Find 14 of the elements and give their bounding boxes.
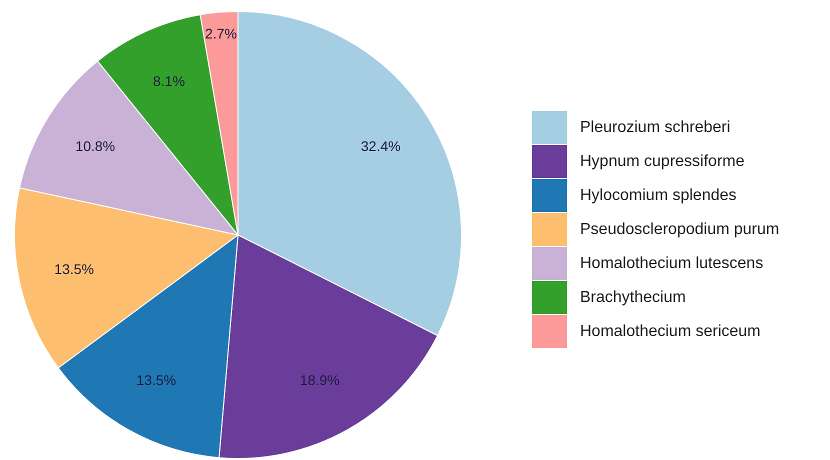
data-label: 10.8% [75,138,116,154]
data-label: 13.5% [54,261,94,278]
legend-label: Homalothecium lutescens [580,254,764,272]
legend-label: Hylocomium splendes [580,186,737,204]
data-label: 2.7% [204,25,237,42]
legend-label: Pseudoscleropodium purum [580,220,780,238]
legend-label: Homalothecium sericeum [580,322,761,340]
legend-label: Hypnum cupressiforme [580,152,744,170]
data-label: 32.4% [360,138,401,154]
data-label: 18.9% [300,372,340,388]
data-label: 8.1% [152,73,185,90]
legend-label: Brachythecium [580,288,686,306]
data-label: 13.5% [136,372,176,388]
legend-label: Pleurozium schreberi [580,118,730,136]
